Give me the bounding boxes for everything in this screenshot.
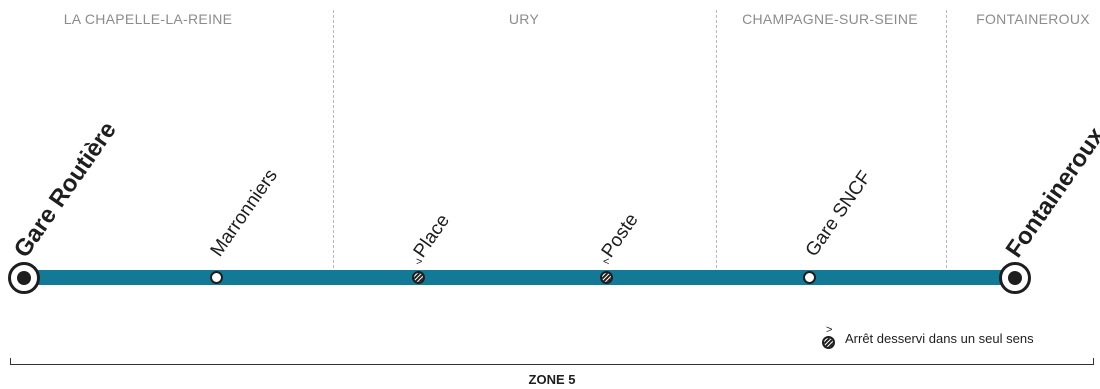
- one-way-stop-icon: [822, 336, 835, 349]
- stop-fontaineroux-marker[interactable]: [999, 262, 1031, 294]
- stop-gare-sncf-marker[interactable]: [803, 271, 816, 284]
- stop-marronniers-marker[interactable]: [210, 271, 223, 284]
- zone-bracket: [10, 358, 1094, 365]
- stop-gare-routiere-marker[interactable]: [8, 262, 40, 294]
- direction-arrow-icon: <: [603, 256, 610, 268]
- stop-label-marronniers: Marronniers: [206, 165, 282, 261]
- direction-arrow-icon: >: [826, 324, 833, 336]
- commune-divider: [946, 10, 947, 278]
- legend-one-way-icon: >: [822, 325, 838, 351]
- route-line: [24, 270, 1016, 285]
- stop-label-fontaineroux: Fontaineroux: [1000, 122, 1100, 263]
- stop-label-place: Place: [409, 210, 455, 262]
- legend-text: Arrêt desservi dans un seul sens: [845, 331, 1034, 346]
- stop-label-gare-sncf: Gare SNCF: [801, 167, 876, 261]
- stop-label-gare-routiere: Gare Routière: [8, 117, 122, 263]
- zone-label: ZONE 5: [528, 372, 576, 387]
- direction-arrow-icon: >: [416, 256, 423, 268]
- stop-place-marker[interactable]: [412, 271, 425, 284]
- stop-label-poste: Poste: [597, 209, 643, 262]
- commune-fontaineroux: FONTAINEROUX: [976, 11, 1090, 27]
- commune-ury: URY: [508, 11, 540, 27]
- commune-divider: [333, 10, 334, 278]
- stop-poste-marker[interactable]: [600, 271, 613, 284]
- commune-divider: [716, 10, 717, 278]
- commune-la-chapelle-la-reine: LA CHAPELLE-LA-REINE: [63, 11, 233, 27]
- commune-champagne-sur-seine: CHAMPAGNE-SUR-SEINE: [742, 11, 918, 27]
